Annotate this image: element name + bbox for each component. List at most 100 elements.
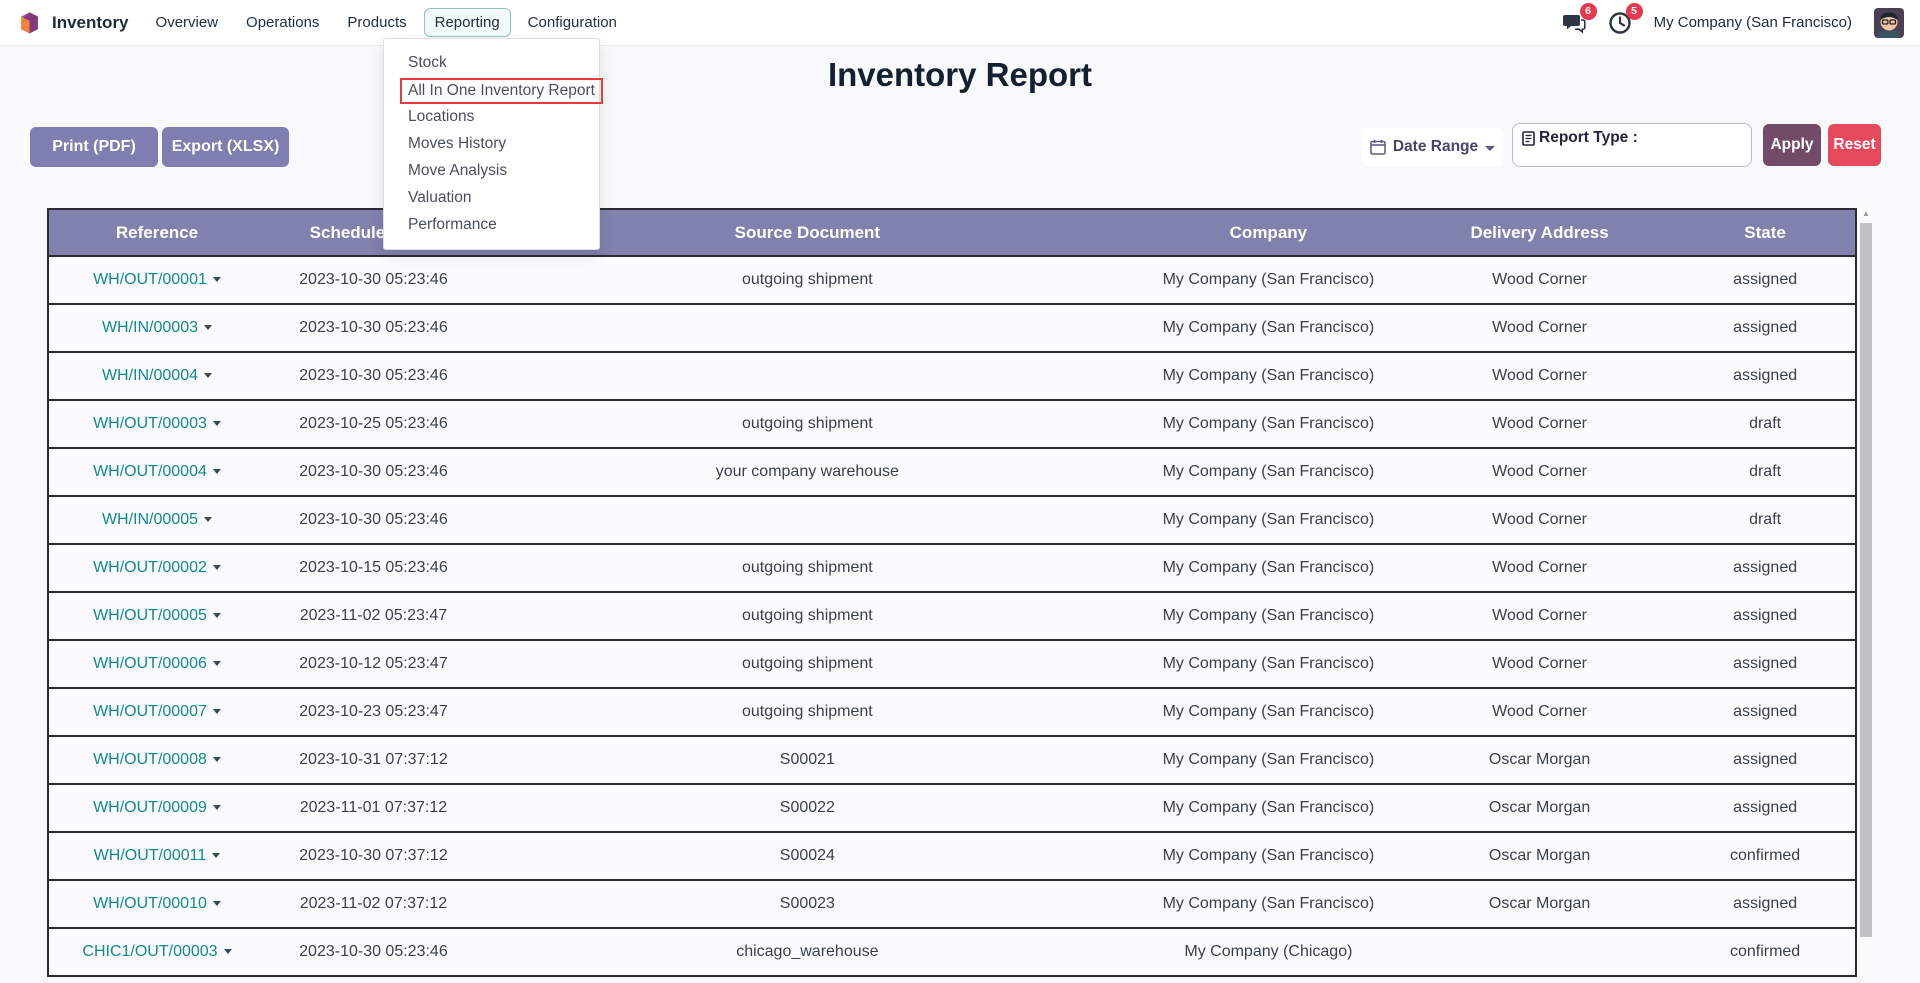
reference-caret-icon: [212, 709, 221, 715]
user-avatar[interactable]: [1874, 7, 1904, 38]
cell-reference: WH/OUT/00003: [47, 400, 265, 449]
cell-company: My Company (San Francisco): [1132, 880, 1404, 929]
cell-scheduled-date: 2023-10-31 07:37:12: [264, 736, 482, 785]
cell-delivery-address: Oscar Morgan: [1403, 832, 1676, 881]
cell-scheduled-date: 2023-11-02 07:37:12: [264, 880, 482, 929]
reference-link[interactable]: WH/OUT/00003: [93, 415, 207, 432]
reference-link[interactable]: WH/OUT/00001: [93, 271, 207, 288]
cell-state: assigned: [1675, 784, 1857, 833]
column-header-reference: Reference: [47, 208, 265, 257]
cell-reference: WH/OUT/00001: [47, 256, 265, 305]
cell-state: assigned: [1675, 256, 1857, 305]
reset-button[interactable]: Reset: [1828, 124, 1881, 166]
menu-item-move-analysis[interactable]: Move Analysis: [408, 162, 508, 179]
reference-caret-icon: [212, 565, 221, 571]
reference-link[interactable]: WH/OUT/00011: [93, 847, 207, 864]
nav-item-operations[interactable]: Operations: [246, 14, 320, 31]
cell-company: My Company (San Francisco): [1132, 592, 1404, 641]
cell-company: My Company (San Francisco): [1132, 304, 1404, 353]
reference-caret-icon: [212, 757, 221, 763]
reference-link[interactable]: WH/OUT/00009: [93, 799, 207, 816]
cell-company: My Company (San Francisco): [1132, 496, 1404, 545]
scrollbar-thumb[interactable]: [1860, 223, 1872, 937]
reference-caret-icon: [204, 517, 212, 523]
scrollbar-up-arrow[interactable]: ▲: [1862, 208, 1870, 218]
report-type-label: Report Type :: [1539, 129, 1638, 146]
menu-item-valuation[interactable]: Valuation: [408, 189, 472, 206]
reference-link[interactable]: WH/IN/00003: [101, 319, 198, 336]
cell-scheduled-date: 2023-10-30 05:23:46: [264, 928, 482, 977]
reference-link[interactable]: WH/IN/00005: [101, 511, 198, 528]
apply-button[interactable]: Apply: [1763, 124, 1821, 166]
messages-button[interactable]: 6: [1562, 2, 1597, 35]
cell-company: My Company (San Francisco): [1132, 400, 1404, 449]
nav-item-overview[interactable]: Overview: [155, 14, 219, 31]
report-type-field[interactable]: Report Type :: [1512, 123, 1752, 167]
reference-caret-icon: [212, 277, 221, 283]
cell-source-document: outgoing shipment: [481, 592, 1133, 641]
cell-company: My Company (San Francisco): [1132, 736, 1404, 785]
nav-item-reporting[interactable]: Reporting: [423, 8, 511, 37]
menu-item-locations[interactable]: Locations: [408, 108, 475, 125]
cell-delivery-address: Wood Corner: [1403, 256, 1676, 305]
cell-scheduled-date: 2023-10-30 05:23:46: [264, 352, 482, 401]
date-range-dropdown[interactable]: Date Range: [1362, 128, 1503, 166]
reference-link[interactable]: WH/OUT/00002: [93, 559, 207, 576]
reference-link[interactable]: WH/OUT/00006: [93, 655, 207, 672]
table-row: WH/OUT/00006 2023-10-12 05:23:47 outgoing …: [47, 640, 1857, 689]
reference-caret-icon: [212, 661, 221, 667]
cell-scheduled-date: 2023-10-30 05:23:46: [264, 256, 482, 305]
app-brand[interactable]: Inventory: [16, 9, 129, 36]
reference-link[interactable]: WH/OUT/00010: [93, 895, 207, 912]
messages-badge: 6: [1579, 2, 1597, 20]
table-row: WH/OUT/00007 2023-10-23 05:23:47 outgoing …: [47, 688, 1857, 737]
menu-item-stock[interactable]: Stock: [408, 54, 447, 71]
cell-source-document: S00023: [481, 880, 1133, 929]
reporting-dropdown-menu: Stock All In One Inventory Report Location…: [383, 38, 603, 250]
nav-item-products[interactable]: Products: [347, 14, 407, 31]
cell-company: My Company (San Francisco): [1132, 832, 1404, 881]
cell-scheduled-date: 2023-10-23 05:23:47: [264, 688, 482, 737]
export-xlsx-button[interactable]: Export (XLSX): [162, 127, 289, 167]
reference-link[interactable]: WH/OUT/00007: [93, 703, 207, 720]
cell-source-document: [481, 304, 1133, 353]
inventory-app-icon: [16, 9, 43, 36]
table-row: WH/OUT/00011 2023-10-30 07:37:12 S00024 My …: [47, 832, 1857, 881]
vertical-scrollbar[interactable]: ▲: [1859, 205, 1873, 983]
cell-reference: WH/OUT/00009: [47, 784, 265, 833]
cell-state: draft: [1675, 448, 1857, 497]
inventory-report-table: Reference Scheduled Date Source Document Co…: [47, 208, 1857, 977]
cell-source-document: outgoing shipment: [481, 640, 1133, 689]
menu-item-moves-history[interactable]: Moves History: [408, 135, 507, 152]
reference-link[interactable]: WH/OUT/00008: [93, 751, 207, 768]
print-pdf-button[interactable]: Print (PDF): [30, 127, 158, 167]
cell-reference: CHIC1/OUT/00003: [47, 928, 265, 977]
reference-link[interactable]: CHIC1/OUT/00003: [82, 943, 218, 960]
reference-link[interactable]: WH/OUT/00005: [93, 607, 207, 624]
menu-item-all-in-one-inventory-report[interactable]: All In One Inventory Report: [384, 76, 603, 104]
activities-button[interactable]: 5: [1608, 2, 1643, 35]
company-switcher[interactable]: My Company (San Francisco): [1653, 14, 1852, 31]
cell-source-document: S00021: [481, 736, 1133, 785]
cell-scheduled-date: 2023-10-30 05:23:46: [264, 496, 482, 545]
cell-source-document: S00022: [481, 784, 1133, 833]
column-header-company: Company: [1132, 208, 1404, 257]
cell-reference: WH/OUT/00005: [47, 592, 265, 641]
report-icon: [1522, 131, 1536, 146]
menu-item-performance[interactable]: Performance: [408, 216, 497, 233]
reference-caret-icon: [212, 469, 221, 475]
reference-link[interactable]: WH/IN/00004: [101, 367, 198, 384]
cell-reference: WH/OUT/00011: [47, 832, 265, 881]
cell-state: assigned: [1675, 688, 1857, 737]
cell-state: assigned: [1675, 880, 1857, 929]
cell-scheduled-date: 2023-10-30 07:37:12: [264, 832, 482, 881]
cell-company: My Company (San Francisco): [1132, 448, 1404, 497]
reference-link[interactable]: WH/OUT/00004: [93, 463, 207, 480]
column-header-state: State: [1675, 208, 1857, 257]
reference-caret-icon: [223, 949, 232, 955]
reference-caret-icon: [212, 613, 221, 619]
cell-source-document: outgoing shipment: [481, 256, 1133, 305]
nav-item-configuration[interactable]: Configuration: [527, 14, 617, 31]
cell-scheduled-date: 2023-10-25 05:23:46: [264, 400, 482, 449]
cell-reference: WH/OUT/00007: [47, 688, 265, 737]
